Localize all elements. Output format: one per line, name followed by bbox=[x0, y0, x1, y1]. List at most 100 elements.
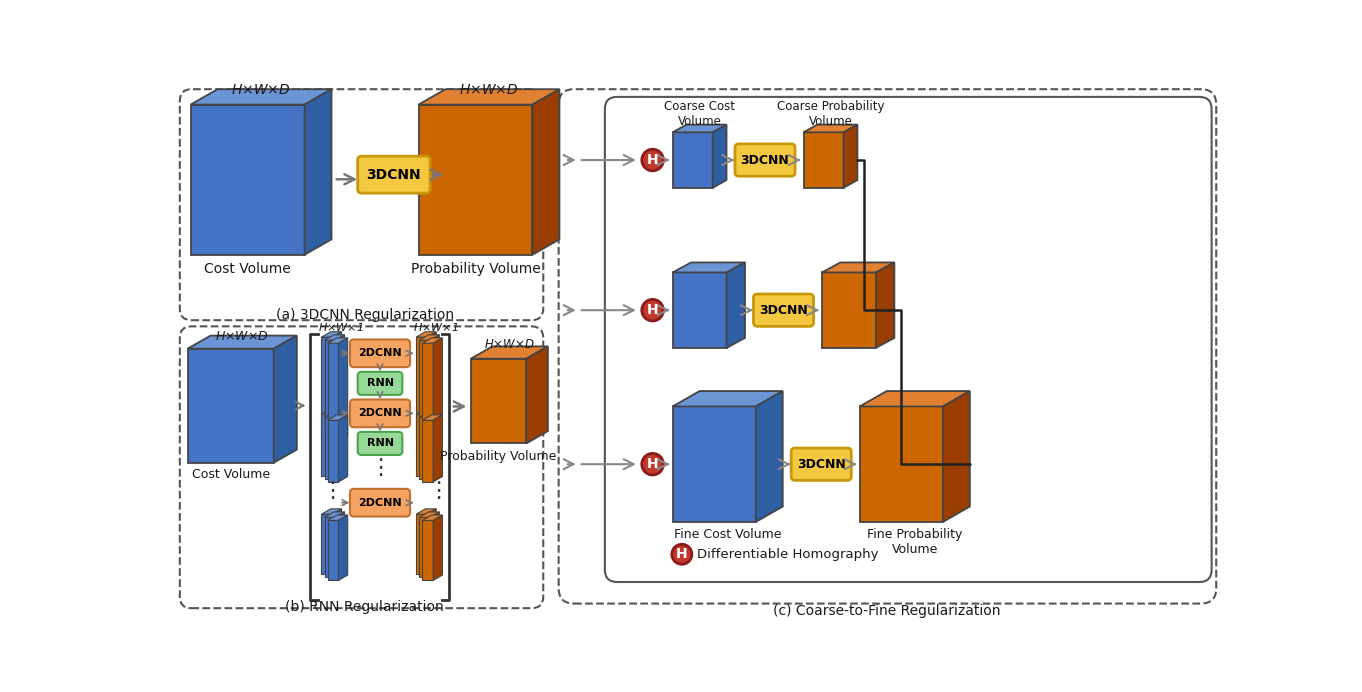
Polygon shape bbox=[673, 391, 783, 406]
Polygon shape bbox=[426, 409, 436, 475]
Polygon shape bbox=[321, 509, 342, 514]
FancyBboxPatch shape bbox=[358, 432, 402, 455]
Polygon shape bbox=[417, 409, 436, 414]
Polygon shape bbox=[673, 262, 745, 273]
Text: Cost Volume: Cost Volume bbox=[192, 468, 270, 481]
Text: $H$$\times$$W$$\times$1: $H$$\times$$W$$\times$1 bbox=[319, 321, 364, 334]
Polygon shape bbox=[324, 412, 345, 417]
Polygon shape bbox=[321, 331, 342, 337]
Polygon shape bbox=[426, 331, 436, 436]
Polygon shape bbox=[335, 335, 345, 439]
Polygon shape bbox=[419, 412, 440, 417]
Polygon shape bbox=[328, 415, 347, 420]
Polygon shape bbox=[943, 391, 970, 522]
FancyBboxPatch shape bbox=[350, 489, 410, 516]
Polygon shape bbox=[321, 414, 332, 475]
Text: H: H bbox=[676, 547, 688, 561]
Polygon shape bbox=[859, 391, 970, 406]
Polygon shape bbox=[422, 338, 443, 343]
Polygon shape bbox=[321, 409, 342, 414]
Polygon shape bbox=[419, 512, 440, 518]
Text: ⋮: ⋮ bbox=[369, 458, 391, 478]
Polygon shape bbox=[430, 412, 440, 479]
Text: 3DCNN: 3DCNN bbox=[797, 457, 846, 471]
Circle shape bbox=[671, 545, 692, 564]
Polygon shape bbox=[338, 415, 347, 482]
Text: 3DCNN: 3DCNN bbox=[741, 154, 790, 167]
Polygon shape bbox=[433, 338, 443, 442]
Polygon shape bbox=[417, 331, 436, 337]
FancyBboxPatch shape bbox=[358, 156, 430, 193]
Polygon shape bbox=[335, 512, 345, 577]
Polygon shape bbox=[332, 509, 342, 574]
Polygon shape bbox=[338, 515, 347, 581]
Polygon shape bbox=[321, 514, 332, 574]
Text: RNN: RNN bbox=[366, 379, 394, 388]
Text: $H$$\times$$W$$\times$1: $H$$\times$$W$$\times$1 bbox=[413, 321, 458, 334]
Polygon shape bbox=[338, 338, 347, 442]
Polygon shape bbox=[188, 336, 297, 349]
FancyBboxPatch shape bbox=[791, 448, 851, 480]
Polygon shape bbox=[419, 335, 440, 340]
Text: Differentiable Homography: Differentiable Homography bbox=[697, 548, 878, 561]
Text: Fine Cost Volume: Fine Cost Volume bbox=[674, 528, 782, 541]
Polygon shape bbox=[673, 125, 726, 132]
Text: H: H bbox=[647, 457, 658, 471]
Polygon shape bbox=[673, 273, 726, 348]
Text: H: H bbox=[647, 153, 658, 167]
Text: Probability Volume: Probability Volume bbox=[440, 450, 557, 462]
Polygon shape bbox=[328, 520, 338, 581]
Polygon shape bbox=[433, 415, 443, 482]
Polygon shape bbox=[422, 515, 443, 520]
Polygon shape bbox=[422, 420, 433, 482]
Polygon shape bbox=[328, 338, 347, 343]
Polygon shape bbox=[859, 406, 943, 522]
Polygon shape bbox=[533, 89, 560, 255]
Polygon shape bbox=[417, 509, 436, 514]
Polygon shape bbox=[418, 89, 560, 104]
Text: 2DCNN: 2DCNN bbox=[358, 498, 402, 508]
Polygon shape bbox=[433, 515, 443, 581]
Polygon shape bbox=[274, 336, 297, 463]
Polygon shape bbox=[726, 262, 745, 348]
Text: Probability Volume: Probability Volume bbox=[410, 262, 541, 275]
Polygon shape bbox=[471, 358, 526, 444]
Polygon shape bbox=[417, 514, 426, 574]
Text: ⋮: ⋮ bbox=[428, 481, 449, 501]
Polygon shape bbox=[823, 273, 876, 348]
Text: 2DCNN: 2DCNN bbox=[358, 408, 402, 419]
Polygon shape bbox=[823, 262, 895, 273]
Polygon shape bbox=[305, 89, 331, 255]
Text: 2DCNN: 2DCNN bbox=[358, 348, 402, 358]
FancyBboxPatch shape bbox=[350, 399, 410, 427]
Circle shape bbox=[642, 453, 663, 475]
Polygon shape bbox=[332, 331, 342, 436]
FancyBboxPatch shape bbox=[350, 340, 410, 367]
Polygon shape bbox=[324, 518, 335, 577]
Polygon shape bbox=[422, 415, 443, 420]
Polygon shape bbox=[756, 391, 783, 522]
Polygon shape bbox=[422, 343, 433, 442]
Text: Cost Volume: Cost Volume bbox=[204, 262, 291, 275]
Polygon shape bbox=[418, 104, 533, 255]
Text: (b) RNN Regularization: (b) RNN Regularization bbox=[285, 601, 444, 614]
Polygon shape bbox=[335, 412, 345, 479]
Polygon shape bbox=[419, 518, 430, 577]
Polygon shape bbox=[328, 420, 338, 482]
Polygon shape bbox=[324, 335, 345, 340]
Text: Coarse Probability
Volume: Coarse Probability Volume bbox=[776, 100, 884, 129]
Polygon shape bbox=[328, 343, 338, 442]
Text: ⋮: ⋮ bbox=[321, 481, 343, 501]
Polygon shape bbox=[422, 520, 433, 581]
Polygon shape bbox=[191, 104, 305, 255]
Polygon shape bbox=[328, 515, 347, 520]
Polygon shape bbox=[804, 125, 858, 132]
Polygon shape bbox=[673, 132, 712, 188]
Polygon shape bbox=[332, 409, 342, 475]
Circle shape bbox=[642, 149, 663, 171]
Text: (a) 3DCNN Regularization: (a) 3DCNN Regularization bbox=[275, 308, 454, 322]
Text: H: H bbox=[647, 303, 658, 317]
Polygon shape bbox=[419, 417, 430, 479]
Polygon shape bbox=[188, 349, 274, 463]
FancyBboxPatch shape bbox=[358, 372, 402, 395]
